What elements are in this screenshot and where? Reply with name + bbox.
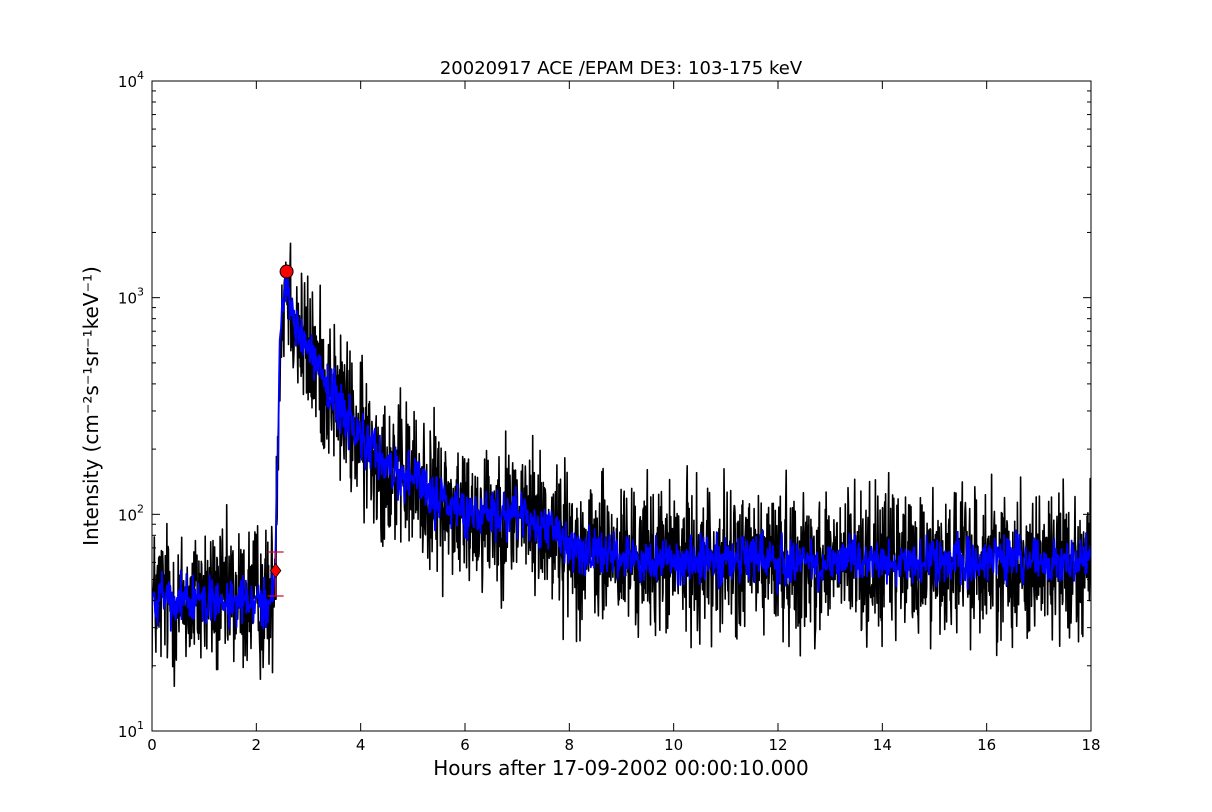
y-tick-label: 103 (118, 286, 144, 308)
x-axis-title: Hours after 17-09-2002 00:00:10.000 (433, 756, 809, 780)
x-tick-label: 18 (1081, 736, 1100, 754)
x-tick-label: 4 (356, 736, 366, 754)
x-tick-label: 10 (664, 736, 683, 754)
peak-marker (279, 264, 294, 279)
chart-title: 20020917 ACE /EPAM DE3: 103-175 keV (440, 58, 803, 79)
x-tick-label: 8 (565, 736, 575, 754)
onset-marker (269, 562, 282, 579)
y-tick-label: 101 (118, 719, 144, 741)
axis-ticks: 0 2 4 6 8 10 12 14 16 18 101 102 103 104 (118, 69, 1101, 754)
x-tick-label: 6 (460, 736, 470, 754)
x-tick-label: 16 (977, 736, 996, 754)
x-tick-label: 2 (252, 736, 262, 754)
x-tick-label: 14 (873, 736, 892, 754)
x-tick-label: 0 (147, 736, 157, 754)
series-line-2 (152, 273, 1091, 632)
y-tick-label: 102 (118, 502, 144, 524)
y-axis-title: Intensity (cm⁻²s⁻¹sr⁻¹keV⁻¹) (79, 266, 103, 546)
plot-frame (151, 80, 1092, 732)
plot-area (152, 242, 1091, 688)
x-tick-label: 12 (768, 736, 787, 754)
y-tick-label: 104 (118, 69, 144, 91)
